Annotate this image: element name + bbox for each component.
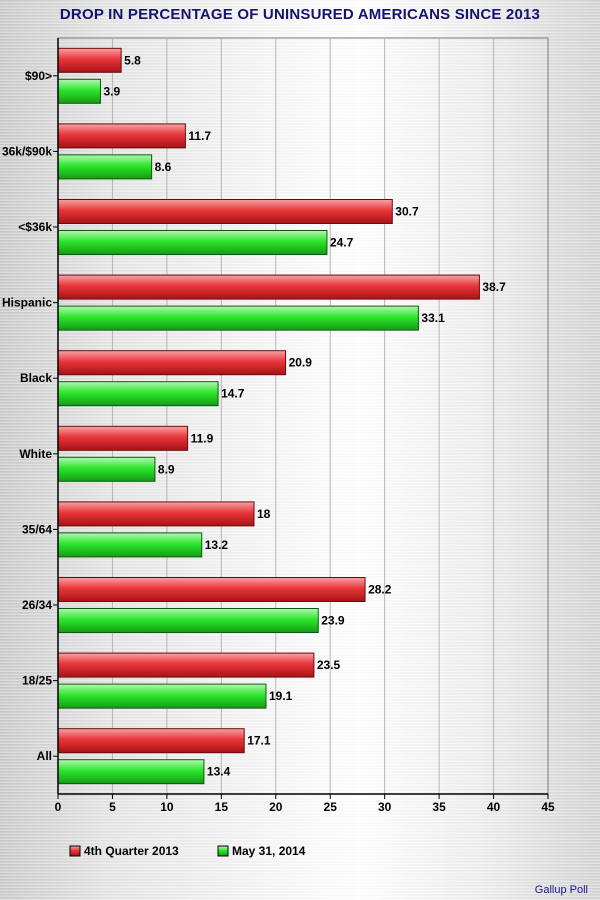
- bar: [57, 425, 189, 451]
- bar: [57, 381, 219, 407]
- bar: [57, 759, 205, 785]
- x-tick-label: 45: [541, 800, 555, 814]
- data-label: 8.9: [158, 462, 175, 476]
- x-tick-label: 40: [487, 800, 501, 814]
- bar: [57, 577, 366, 602]
- data-label: 3.9: [103, 84, 120, 98]
- bar: [57, 274, 480, 300]
- data-label: 13.2: [205, 538, 229, 552]
- category-label: 18/25: [22, 674, 52, 688]
- bar: [57, 47, 122, 73]
- data-label: 18: [257, 507, 271, 521]
- data-label: 19.1: [269, 689, 293, 703]
- x-tick-label: 0: [55, 800, 62, 814]
- legend-swatch: [217, 845, 229, 857]
- data-label: 11.7: [188, 129, 211, 143]
- data-label: 23.5: [317, 658, 341, 672]
- bar: [57, 154, 153, 180]
- bar: [57, 350, 287, 376]
- x-tick-label: 15: [215, 800, 229, 814]
- data-label: 38.7: [482, 280, 506, 294]
- category-label: Black: [20, 371, 52, 385]
- bar: [57, 608, 319, 633]
- axes: 0 5 10 15 20 25 30 35 40 45 $90> 36k/$90k <$36k Hispa…: [2, 38, 555, 814]
- data-label: 13.4: [207, 765, 231, 779]
- bar: [57, 532, 203, 558]
- category-label: 35/64: [22, 522, 52, 536]
- x-tick-label: 30: [378, 800, 392, 814]
- bar: [57, 501, 255, 527]
- gridlines: [57, 37, 549, 795]
- category-label: $90>: [25, 69, 52, 83]
- data-label: 14.7: [221, 387, 245, 401]
- x-tick-label: 20: [269, 800, 283, 814]
- data-label: 20.9: [289, 356, 313, 370]
- bar: [57, 305, 419, 331]
- category-label: <$36k: [18, 220, 52, 234]
- x-tick-label: 35: [432, 800, 446, 814]
- data-label: 11.9: [191, 431, 214, 445]
- bar: [57, 230, 328, 255]
- category-label: White: [19, 447, 52, 461]
- legend-label: 4th Quarter 2013: [84, 844, 179, 858]
- plot-frame: [57, 37, 549, 795]
- data-label: 17.1: [247, 734, 271, 748]
- data-label: 8.6: [155, 160, 172, 174]
- bar: [57, 728, 245, 754]
- data-label: 33.1: [421, 311, 445, 325]
- bars: 5.8 3.9 11.7 8.6 30.7 24.7 38.7 33.1 20.9 14.7 11.…: [57, 47, 506, 785]
- data-label: 24.7: [330, 236, 354, 250]
- data-label: 23.9: [321, 614, 345, 628]
- x-tick-label: 5: [109, 800, 116, 814]
- bar: [57, 652, 315, 678]
- data-label: 30.7: [395, 205, 419, 219]
- data-label: 28.2: [368, 583, 392, 597]
- x-tick-label: 10: [160, 800, 174, 814]
- category-label: Hispanic: [2, 296, 52, 310]
- bar: [57, 78, 101, 104]
- chart-title: DROP IN PERCENTAGE OF UNINSURED AMERICAN…: [59, 6, 541, 23]
- bar: [57, 199, 393, 224]
- legend-swatch: [69, 845, 81, 857]
- bar: [57, 123, 186, 149]
- source-credit: Gallup Poll: [534, 884, 588, 896]
- data-label: 5.8: [124, 53, 141, 67]
- bar: [57, 456, 156, 482]
- x-tick-label: 25: [324, 800, 338, 814]
- bar: [57, 683, 267, 709]
- category-label: All: [37, 749, 52, 763]
- legend: 4th Quarter 2013 May 31, 2014: [69, 844, 306, 858]
- category-label: 36k/$90k: [2, 144, 52, 158]
- legend-label: May 31, 2014: [232, 844, 306, 858]
- category-label: 26/34: [22, 598, 52, 612]
